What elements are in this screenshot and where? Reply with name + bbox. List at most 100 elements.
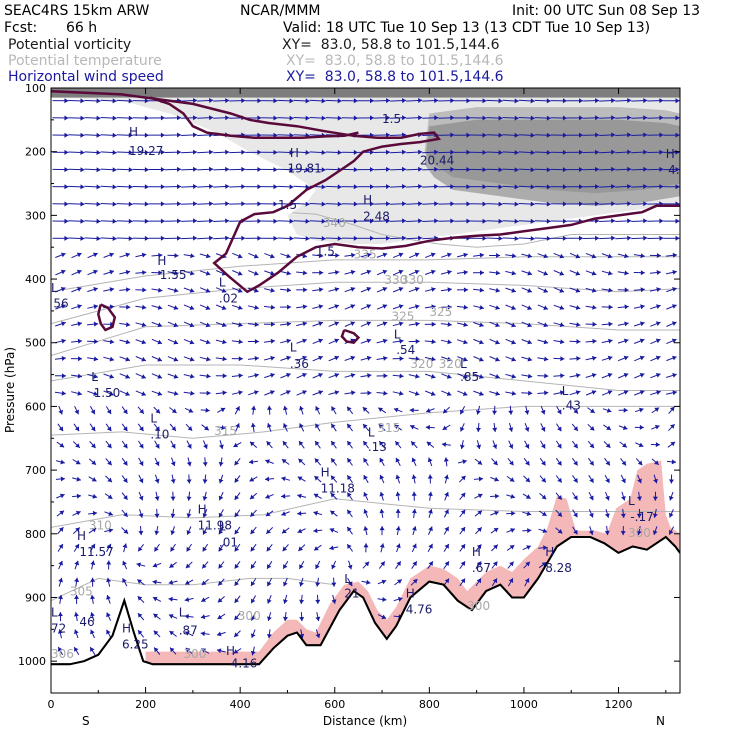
wind-vector <box>412 526 417 536</box>
wind-vector <box>406 218 423 224</box>
wind-vector <box>132 167 149 173</box>
extrema-label: 19.81 <box>287 162 321 176</box>
wind-vector <box>363 509 369 518</box>
wind-vector <box>329 510 338 517</box>
axes: 100 200 300 400 500 600 700 800 900 1000 0 200 400 60… <box>18 82 681 711</box>
wind-vector <box>486 201 503 207</box>
wind-vector <box>505 304 516 310</box>
wind-vector <box>248 390 259 396</box>
wind-vector <box>325 150 342 155</box>
wind-vector <box>250 595 257 604</box>
wind-vector <box>153 423 161 432</box>
extrema-label: .01 <box>219 536 238 550</box>
wind-vector <box>170 440 176 449</box>
theta-label: 310 <box>89 518 112 532</box>
wind-vector <box>651 407 660 414</box>
wind-vector <box>234 578 241 587</box>
wind-vector <box>122 560 128 570</box>
extrema-label: 2.48 <box>363 209 390 223</box>
wind-vector <box>151 338 163 345</box>
wind-vector <box>309 115 326 121</box>
wind-vector <box>424 287 436 292</box>
extrema-label: L <box>91 370 98 384</box>
wind-vector <box>651 458 660 466</box>
wind-vector <box>489 270 501 276</box>
wind-vector <box>486 218 503 224</box>
wind-vector <box>119 287 131 293</box>
wind-vector <box>360 287 372 293</box>
wind-vector <box>459 492 466 501</box>
wind-vector <box>137 595 145 603</box>
theta-label: 300 <box>467 599 490 613</box>
wind-vector <box>390 149 407 155</box>
wind-vector <box>442 406 450 414</box>
wind-vector <box>663 184 680 190</box>
wind-vector <box>635 458 643 466</box>
wind-vector <box>245 167 262 172</box>
wind-vector <box>553 356 565 362</box>
wind-vector <box>647 149 664 155</box>
wind-vector <box>331 577 337 587</box>
extrema-label: H <box>122 622 131 636</box>
wind-vector <box>293 218 310 224</box>
wind-vector <box>135 356 147 362</box>
wind-vector <box>395 561 402 569</box>
extrema-label: 1.55 <box>160 268 187 282</box>
wind-vector <box>457 356 468 362</box>
wind-vector <box>137 406 145 415</box>
wind-vector <box>505 270 517 276</box>
wind-vector <box>250 578 257 587</box>
wind-vector <box>470 149 487 155</box>
wind-vector <box>523 561 531 569</box>
wind-vector <box>538 510 547 517</box>
wind-vector <box>486 98 503 104</box>
y-axis-label: Pressure (hPa) <box>3 347 17 433</box>
wind-vector <box>151 356 163 362</box>
wind-vector <box>106 629 112 638</box>
wind-vector <box>170 543 176 552</box>
wind-vector <box>185 561 193 569</box>
wind-vector <box>374 98 391 104</box>
wind-vector <box>132 201 149 207</box>
wind-vector <box>132 115 149 121</box>
wind-vector <box>650 373 661 379</box>
wind-vector <box>121 423 128 432</box>
wind-vector <box>168 596 178 602</box>
wind-vector <box>502 236 519 241</box>
wind-vector <box>360 390 372 396</box>
wind-vector <box>376 269 388 276</box>
wind-vector <box>377 597 387 602</box>
extrema-label: L <box>219 276 226 290</box>
x-tick-label: 1000 <box>510 698 538 711</box>
wind-vector <box>135 373 147 379</box>
extrema-label: .13 <box>368 440 387 454</box>
extrema-label: L <box>460 357 467 371</box>
wind-vector <box>281 476 291 482</box>
wind-vector <box>363 491 369 501</box>
wind-vector <box>183 270 195 276</box>
wind-vector <box>296 338 307 344</box>
wind-vector <box>569 287 581 293</box>
wind-vector <box>615 235 632 241</box>
wind-vector <box>167 270 179 276</box>
wind-vector <box>424 356 436 362</box>
wind-vector <box>264 373 275 379</box>
wind-vector <box>346 543 354 552</box>
wind-vector <box>105 406 112 415</box>
wind-vector <box>264 390 275 396</box>
wind-vector <box>250 561 257 569</box>
wind-vector <box>325 184 342 190</box>
wind-vector <box>249 492 258 500</box>
wind-vector <box>505 287 517 293</box>
wind-vector <box>476 440 482 450</box>
wind-vector <box>186 457 192 467</box>
wind-vector <box>346 475 353 483</box>
wind-vector <box>197 184 214 189</box>
theta-label: 335 <box>354 248 377 262</box>
wind-vector <box>599 149 616 155</box>
wind-vector <box>409 425 419 430</box>
wind-vector <box>201 561 209 569</box>
wind-vector <box>378 423 386 431</box>
theta-contour <box>51 256 680 293</box>
